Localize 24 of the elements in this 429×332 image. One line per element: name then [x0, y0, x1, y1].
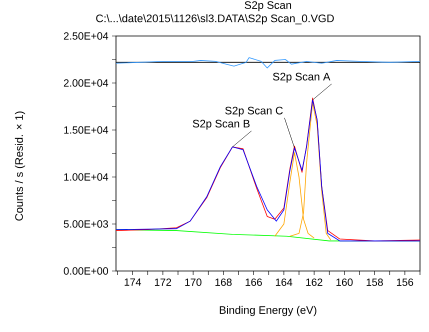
y-tick-label: 0.00E+00 — [64, 267, 108, 275]
x-tick-label: 170 — [185, 278, 202, 286]
y-tick-label: 5.00E+03 — [64, 220, 108, 228]
chart-title: S2p Scan — [244, 1, 292, 12]
x-tick-label: 162 — [306, 278, 322, 286]
y-tick-label: 2.00E+04 — [64, 79, 108, 87]
x-tick-label: 156 — [396, 278, 414, 286]
x-tick-label: 166 — [246, 278, 262, 286]
annotation: S2p Scan C — [225, 106, 283, 117]
y-tick-label: 1.50E+04 — [64, 126, 108, 134]
x-tick-label: 158 — [366, 278, 383, 286]
y-axis-title: Counts / s (Resid. × 1) — [14, 112, 26, 221]
x-tick-label: 172 — [154, 278, 172, 286]
chart-subtitle: C:\...\date\2015\1126\sl3.DATA\S2p Scan_0.VGD — [96, 14, 334, 24]
annotation: S2p Scan B — [192, 120, 250, 130]
x-tick-label: 164 — [276, 278, 292, 286]
x-tick-label: 174 — [124, 278, 142, 286]
line-series — [116, 57, 420, 68]
x-tick-label: 168 — [215, 278, 232, 286]
y-tick-label: 2.50E+04 — [64, 32, 108, 40]
x-axis-title: Binding Energy (eV) — [220, 306, 316, 316]
annotation: S2p Scan A — [272, 72, 330, 83]
y-tick-label: 1.00E+04 — [64, 173, 108, 181]
x-tick-label: 160 — [336, 278, 353, 286]
